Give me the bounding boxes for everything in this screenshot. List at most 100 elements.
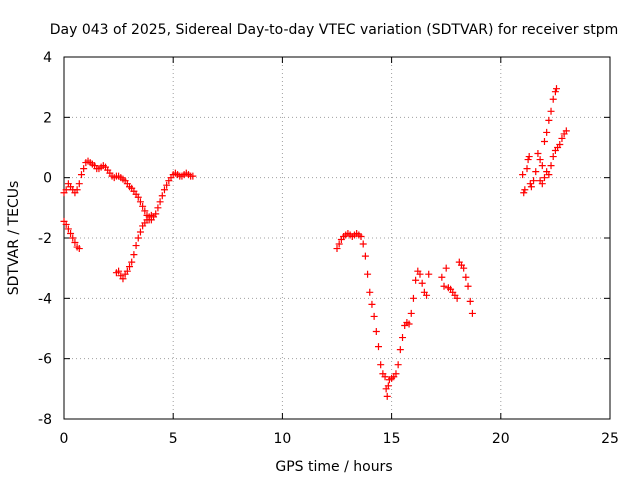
data-point [547,162,555,170]
data-point [147,211,155,219]
x-tick-label: 15 [383,431,401,447]
data-point [73,186,81,194]
y-tick-label: 0 [43,171,52,187]
series-3 [333,229,476,400]
y-tick-label: -6 [38,352,52,368]
data-point [67,229,75,237]
data-point [333,245,341,253]
grid [64,57,610,419]
data-point [69,234,77,242]
x-tick-label: 25 [601,431,619,447]
data-point [394,361,402,369]
data-point [440,282,448,290]
x-tick-label: 10 [273,431,291,447]
data-point [156,198,164,206]
data-point [524,156,532,164]
data-point [545,116,553,124]
data-point [538,180,546,188]
data-point [126,263,134,271]
data-point [405,320,413,328]
data-point [132,242,140,250]
data-point [377,361,385,369]
data-point [383,392,391,400]
data-point [551,88,559,96]
data-point [460,264,468,272]
data-point [526,180,534,188]
x-axis-label: GPS time / hours [275,459,392,475]
x-tick-label: 5 [169,431,178,447]
data-point [80,165,88,173]
data-point [462,273,470,281]
data-point [130,251,138,259]
data-point [372,328,380,336]
data-point [123,267,131,275]
data-point [189,172,197,180]
data-point [540,137,548,145]
data-point [374,343,382,351]
data-point [368,300,376,308]
data-point [134,234,142,242]
data-point [532,168,540,176]
data-point [357,232,365,240]
data-point [562,127,570,135]
series-4 [519,85,570,197]
data-point [466,297,474,305]
data-point [442,264,450,272]
data-point [538,162,546,170]
series-0 [60,157,197,224]
data-point [77,171,85,179]
data-point [370,312,378,320]
data-point [438,273,446,281]
data-point [530,177,538,185]
data-point [423,291,431,299]
data-point [399,334,407,342]
data-point [163,181,171,189]
data-point [71,239,79,247]
chart-title: Day 043 of 2025, Sidereal Day-to-day VTE… [50,22,619,38]
data-point [62,186,70,194]
x-tick-label: 0 [60,431,69,447]
data-point [134,193,142,201]
y-tick-label: -2 [38,231,52,247]
data-point [519,171,527,179]
data-point [543,128,551,136]
data-point [527,183,535,191]
data-point [359,240,367,248]
data-point [335,240,343,248]
data-point [384,382,392,390]
data-point [361,252,369,260]
data-point [409,294,417,302]
data-point [62,220,70,228]
data-point [136,228,144,236]
data-point [534,150,542,158]
data-point [381,373,389,381]
axis-ticks: 0 5 10 15 20 25 -8 -6 -4 -2 0 2 4 [38,50,619,447]
data-point [520,189,528,197]
data-point [468,309,476,317]
data-point [407,309,415,317]
data-point [75,180,83,188]
data-point [525,153,533,161]
data-point [160,186,168,194]
data-point [545,171,553,179]
data-point [549,153,557,161]
data-point [464,282,472,290]
series-1 [60,217,83,253]
data-point [392,370,400,378]
data-point [152,210,160,218]
data-point [549,95,557,103]
data-point [556,140,564,148]
data-point [547,107,555,115]
data-point [412,276,420,284]
data-point [128,258,136,266]
data-point [115,267,123,275]
data-point [75,245,83,253]
data-point [136,198,144,206]
data-point [523,165,531,173]
y-tick-label: 2 [43,110,52,126]
data-point [536,156,544,164]
data-point [453,294,461,302]
data-point [119,275,127,283]
data-point [521,186,529,194]
